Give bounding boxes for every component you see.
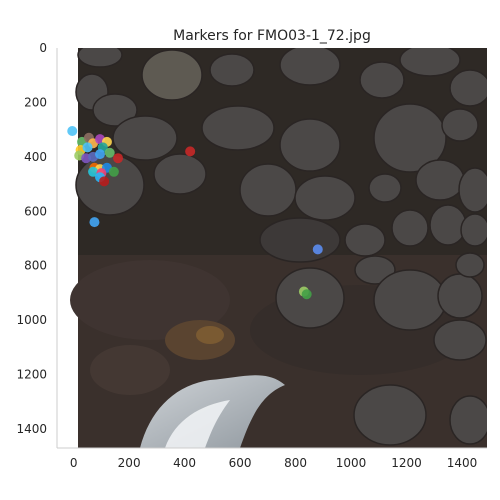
y-tick-label-7: 1400 bbox=[16, 422, 47, 436]
x-tick-label-2: 400 bbox=[173, 456, 196, 470]
y-tick-label-6: 1200 bbox=[16, 368, 47, 382]
x-tick-label-7: 1400 bbox=[447, 456, 478, 470]
marker-point-13 bbox=[104, 147, 115, 158]
x-tick-label-1: 200 bbox=[118, 456, 141, 470]
marker-point-15 bbox=[185, 146, 196, 157]
y-tick-label-2: 400 bbox=[24, 150, 47, 164]
background-photo bbox=[70, 48, 487, 448]
x-tick-label-4: 800 bbox=[284, 456, 307, 470]
marker-point-14 bbox=[113, 153, 124, 164]
marker-series bbox=[67, 125, 323, 300]
marker-point-25 bbox=[312, 244, 323, 255]
x-tick-label-3: 600 bbox=[229, 456, 252, 470]
marker-point-19 bbox=[108, 166, 119, 177]
plot-area bbox=[56, 48, 487, 449]
chart-title: Markers for FMO03-1_72.jpg bbox=[173, 28, 371, 44]
marker-point-24 bbox=[89, 217, 100, 228]
y-axis: 0 200 400 600 800 1000 1200 1400 bbox=[16, 41, 47, 436]
marker-point-12 bbox=[95, 149, 105, 160]
marker-point-27 bbox=[301, 289, 312, 300]
x-tick-label-6: 1200 bbox=[391, 456, 422, 470]
marker-point-20 bbox=[88, 166, 99, 177]
y-tick-label-1: 200 bbox=[24, 95, 47, 109]
x-axis: 0 200 400 600 800 1000 1200 1400 bbox=[70, 456, 477, 470]
y-tick-label-5: 1000 bbox=[16, 313, 47, 327]
y-tick-label-4: 800 bbox=[24, 259, 47, 273]
x-tick-label-5: 1000 bbox=[336, 456, 367, 470]
marker-point-0 bbox=[67, 125, 78, 136]
y-tick-label-0: 0 bbox=[39, 41, 47, 55]
marker-point-23 bbox=[99, 176, 110, 187]
y-tick-label-3: 600 bbox=[24, 204, 47, 218]
x-tick-label-0: 0 bbox=[70, 456, 78, 470]
marker-point-8 bbox=[82, 142, 93, 153]
